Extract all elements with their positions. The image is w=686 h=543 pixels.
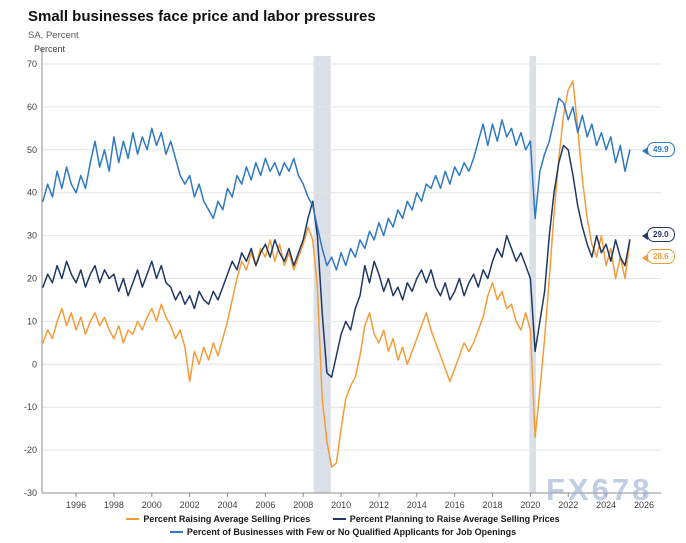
series-line-0	[42, 80, 631, 469]
y-tick-label: -10	[24, 402, 37, 412]
legend-item-qualified-applicants: Percent of Businesses with Few or No Qua…	[169, 526, 517, 538]
y-tick-label: 70	[27, 59, 37, 69]
x-tick-label: 2016	[445, 500, 465, 510]
watermark: FX678	[546, 472, 653, 507]
end-value-planning: 29.0	[653, 230, 669, 239]
y-tick-label: 10	[27, 316, 37, 326]
legend-label-planning-prices: Percent Planning to Raise Average Sellin…	[349, 514, 560, 524]
recession-band	[529, 56, 537, 493]
end-value-applicants: 49.9	[653, 145, 669, 154]
y-tick-label: 60	[27, 102, 37, 112]
x-tick-label: 2020	[520, 500, 540, 510]
legend-item-planning-prices: Percent Planning to Raise Average Sellin…	[332, 513, 560, 525]
series-line-2	[42, 97, 631, 271]
legend-label-raising-prices: Percent Raising Average Selling Prices	[143, 514, 311, 524]
series-line-1	[42, 144, 631, 378]
y-tick-label: 0	[32, 359, 37, 369]
x-tick-label: 2004	[217, 500, 237, 510]
y-tick-label: 40	[27, 188, 37, 198]
y-tick-label: -30	[24, 488, 37, 498]
page-subtitle: SA, Percent	[28, 30, 79, 41]
y-tick-label: 30	[27, 231, 37, 241]
y-tick-label: 50	[27, 145, 37, 155]
legend: Percent Raising Average Selling Prices P…	[0, 512, 686, 538]
y-axis-unit-label: Percent	[34, 44, 66, 54]
end-value-callout-planning: 29.0	[642, 227, 675, 242]
x-tick-label: 1996	[66, 500, 86, 510]
y-tick-label: 20	[27, 274, 37, 284]
recession-band	[313, 56, 331, 493]
end-value-raising: 28.6	[653, 252, 669, 261]
x-tick-label: 2010	[331, 500, 351, 510]
legend-dash-planning-prices	[332, 518, 346, 520]
x-tick-label: 2008	[293, 500, 313, 510]
legend-dash-qualified-applicants	[169, 531, 183, 533]
x-tick-label: 2022	[558, 500, 578, 510]
x-tick-label: 2024	[596, 500, 616, 510]
x-tick-label: 2014	[407, 500, 427, 510]
end-value-callout-applicants: 49.9	[642, 142, 675, 157]
x-tick-label: 2018	[483, 500, 503, 510]
y-tick-label: -20	[24, 445, 37, 455]
legend-dash-raising-prices	[126, 518, 140, 520]
x-tick-label: 2000	[142, 500, 162, 510]
x-tick-label: 2002	[180, 500, 200, 510]
legend-item-raising-prices: Percent Raising Average Selling Prices	[126, 513, 310, 525]
legend-label-qualified-applicants: Percent of Businesses with Few or No Qua…	[186, 527, 517, 537]
x-tick-label: 2012	[369, 500, 389, 510]
page-title: Small businesses face price and labor pr…	[28, 8, 376, 25]
x-tick-label: 1998	[104, 500, 124, 510]
end-value-callout-raising: 28.6	[642, 249, 675, 264]
legend-row-2: Percent of Businesses with Few or No Qua…	[0, 525, 686, 538]
legend-row-1: Percent Raising Average Selling Prices P…	[0, 512, 686, 525]
x-tick-label: 2026	[634, 500, 654, 510]
x-tick-label: 2006	[255, 500, 275, 510]
